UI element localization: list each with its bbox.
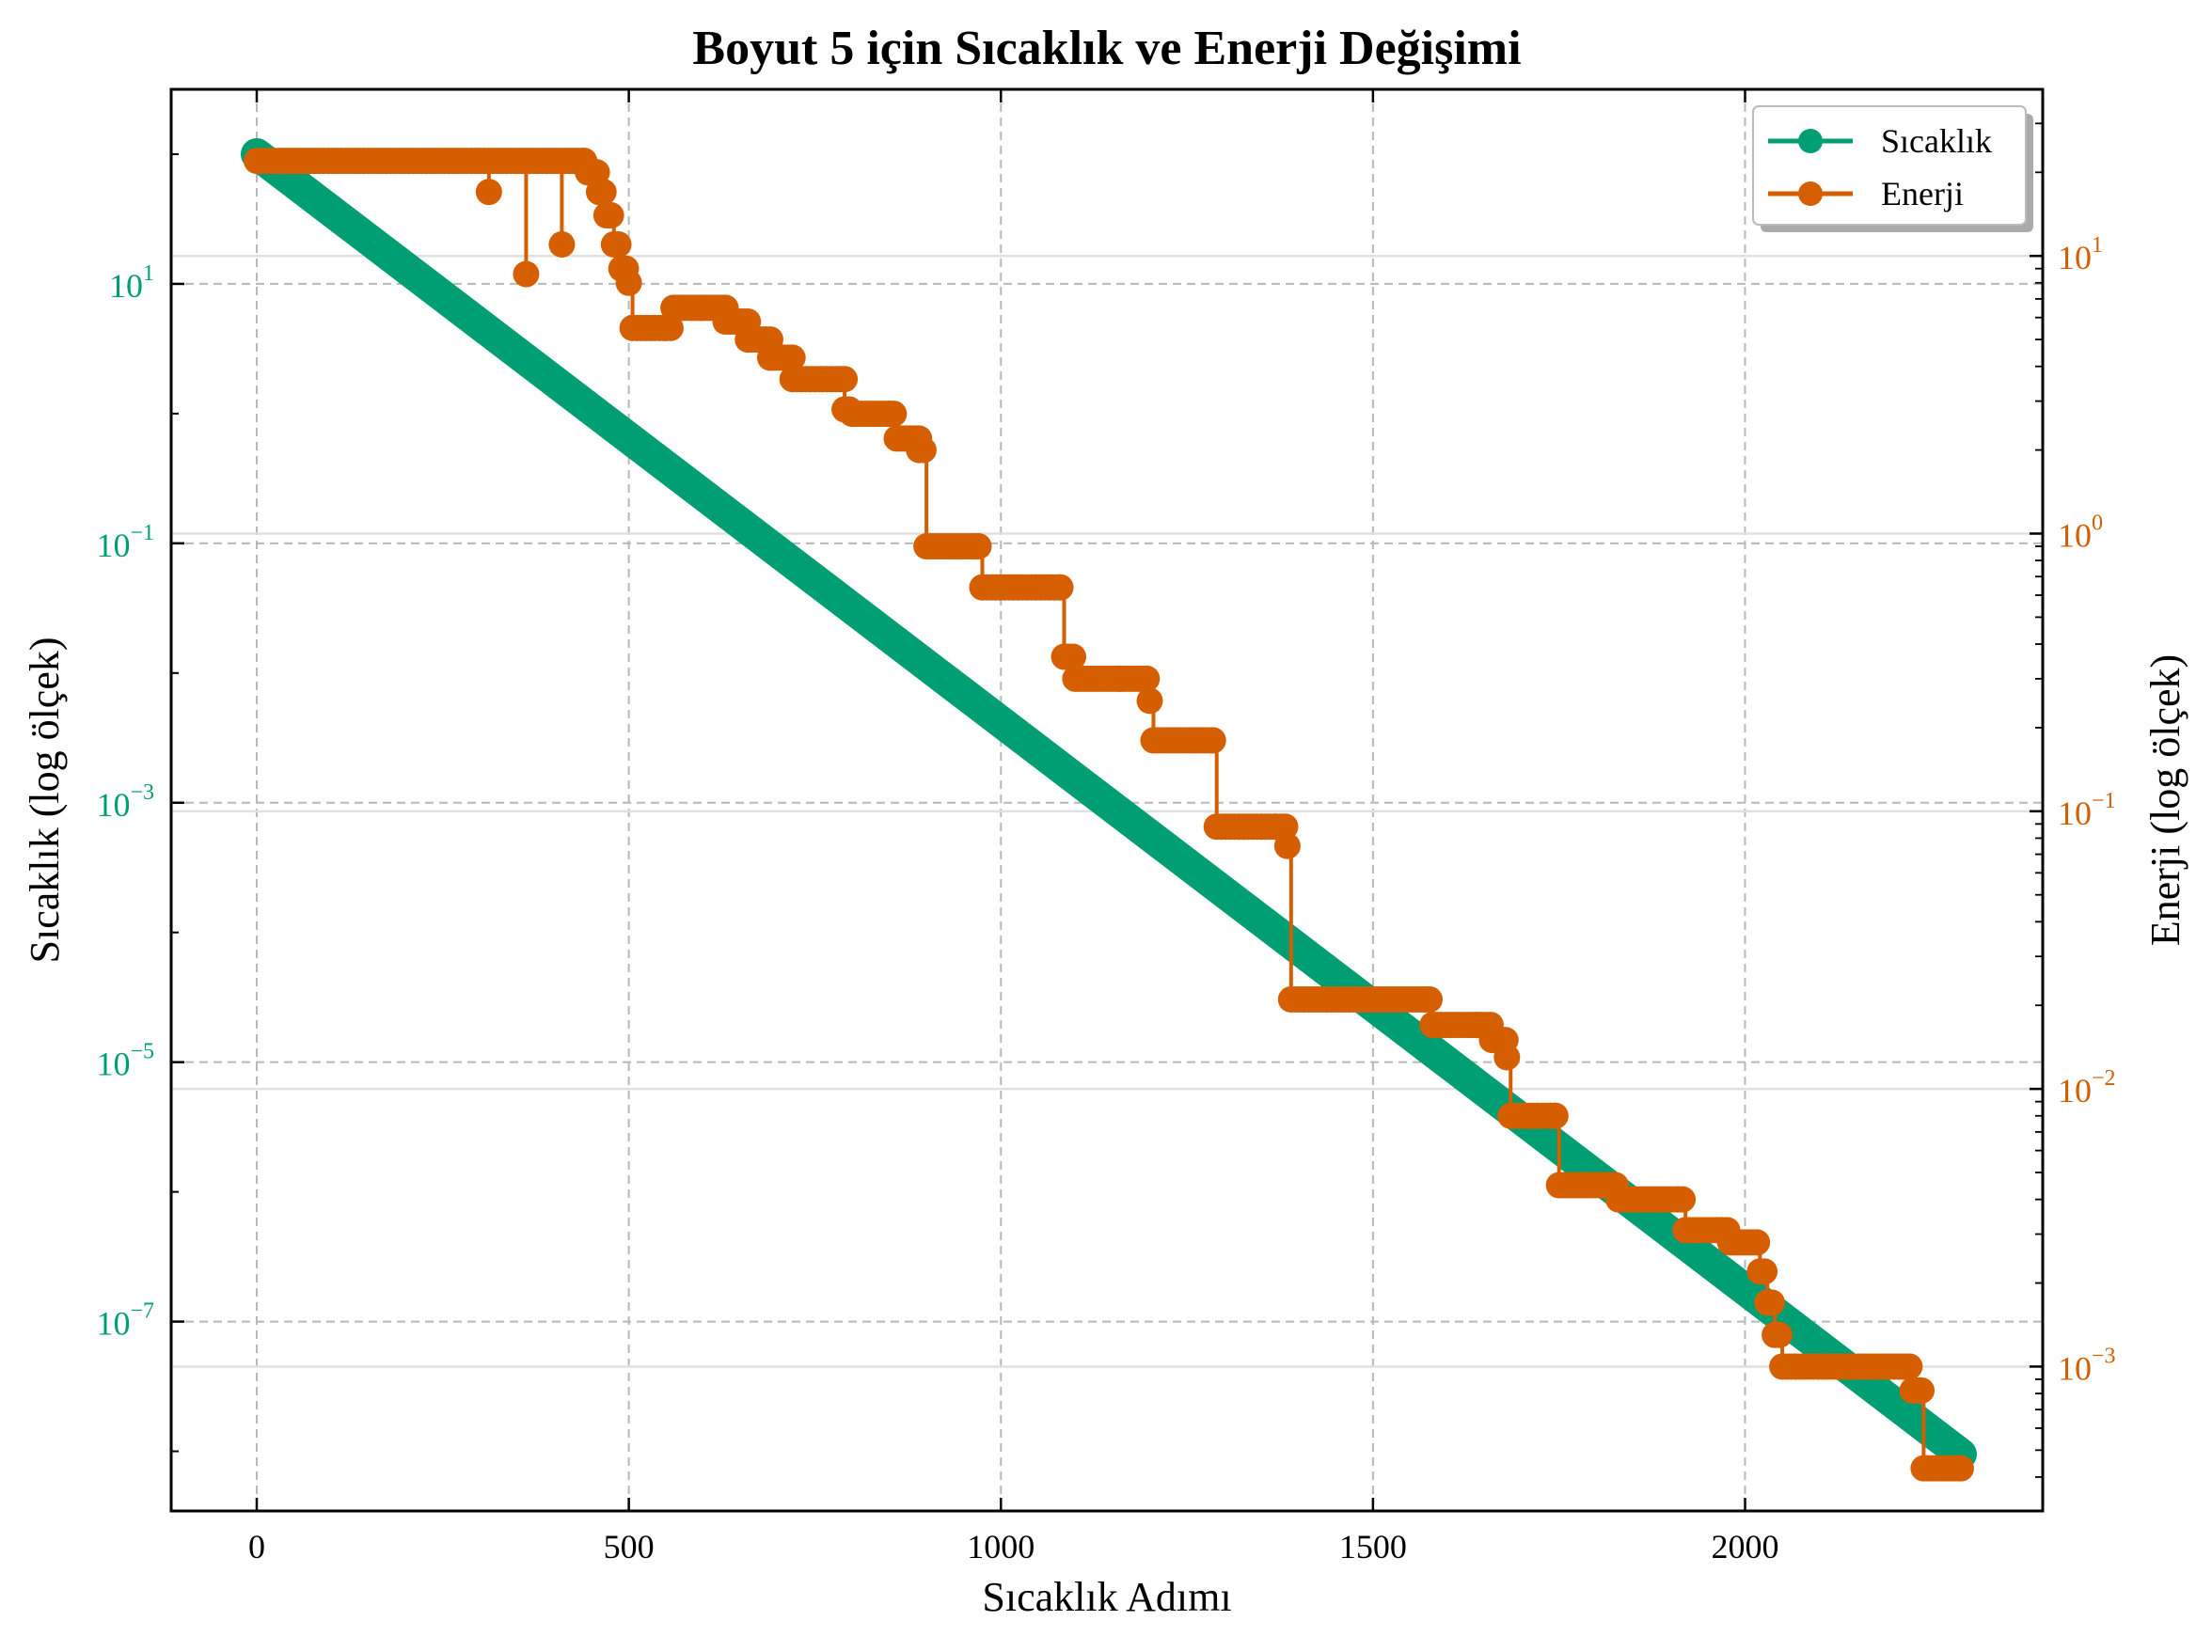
enerji-point [909,436,937,464]
y-right-tick-label: 100 [2058,511,2103,555]
plot-frame [169,87,2045,1513]
enerji-point [1765,1321,1793,1348]
x-tick-label: 0 [248,1528,265,1565]
sicaklik-series [240,137,1977,1471]
enerji-point [1133,665,1161,692]
enerji-point [965,533,992,560]
y-left-tick-label: 10−5 [96,1040,154,1083]
x-tick-label: 500 [604,1528,655,1565]
enerji-point [1758,1289,1785,1316]
enerji-point [1896,1353,1923,1380]
chart-title: Boyut 5 için Sıcaklık ve Enerji Değişimi [692,22,1521,75]
enerji-point [1669,1186,1697,1213]
legend-label: Sıcaklık [1881,122,1992,160]
y-axis-left-label: Sıcaklık (log ölçek) [22,637,68,963]
enerji-point [1744,1229,1771,1256]
sicaklik-line [240,137,1977,1471]
enerji-outlier-point [513,260,540,288]
enerji-point [1199,727,1226,754]
grid [171,89,2043,1511]
x-tick-label: 1000 [967,1528,1035,1565]
enerji-point [1947,1455,1974,1482]
enerji-point [880,401,908,428]
enerji-point [1751,1258,1778,1285]
y-axis-right-label: Enerji (log ölçek) [2142,654,2188,946]
enerji-outlier-point [475,179,502,206]
y-left-tick-label: 10−1 [96,521,154,564]
x-axis-label: Sıcaklık Adımı [982,1574,1231,1620]
enerji-markers [243,148,1974,1482]
enerji-point [1493,1044,1521,1071]
y-right-tick-label: 10−2 [2058,1066,2116,1109]
enerji-point [1541,1102,1569,1129]
enerji-point [831,366,859,393]
y-right-tick-label: 10−3 [2058,1344,2116,1387]
enerji-point [605,230,632,258]
legend-marker [1798,181,1823,206]
enerji-point [656,314,684,341]
enerji-point [615,269,642,296]
y-right-tick-label: 101 [2058,233,2103,276]
enerji-point [1047,574,1074,601]
enerji-point [1059,643,1086,670]
enerji-outlier-point [548,230,576,258]
y-left-tick-label: 10−3 [96,780,154,824]
ticks: 0 500 1000 1500 2000 101 10−1 10−3 10−5 10−7 101 10… [96,89,2116,1565]
enerji-series [243,148,1974,1482]
enerji-point [597,202,624,229]
enerji-point [1416,985,1444,1013]
enerji-point [1908,1377,1936,1404]
legend-marker [1798,129,1823,153]
enerji-point [1273,832,1301,859]
y-left-tick-label: 10−7 [96,1299,154,1343]
x-tick-label: 2000 [1711,1528,1778,1565]
enerji-point [779,344,806,371]
x-tick-label: 1500 [1339,1528,1407,1565]
y-left-tick-label: 101 [109,261,154,305]
enerji-point [1136,687,1163,715]
enerji-point [590,179,617,206]
y-right-tick-label: 10−1 [2058,789,2116,832]
legend-label: Enerji [1881,175,1964,212]
legend: Sıcaklık Enerji [1752,105,2033,232]
enerji-point [1272,813,1299,841]
